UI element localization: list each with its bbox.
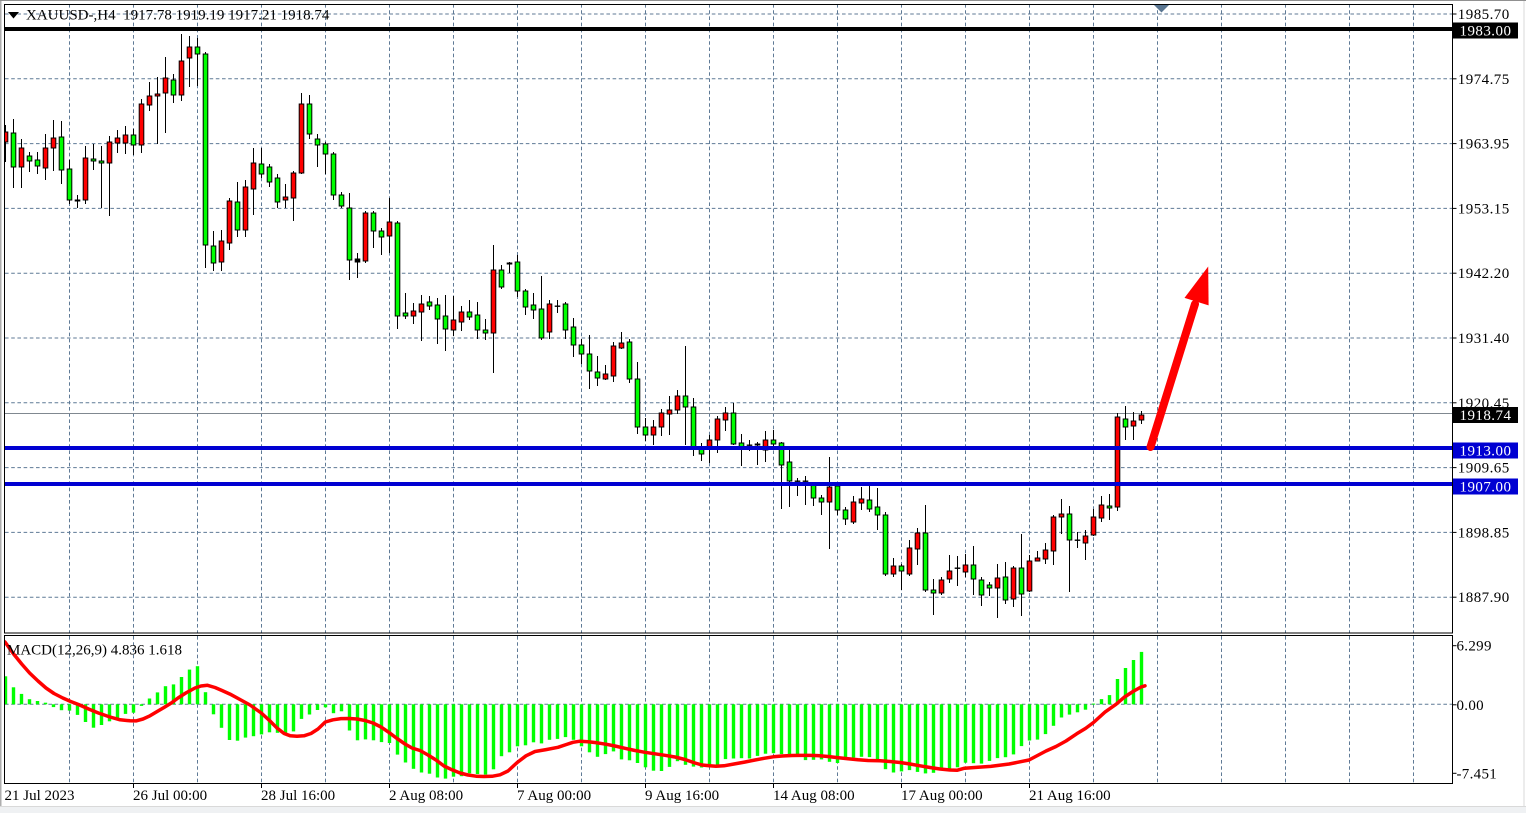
svg-text:1913.00: 1913.00 xyxy=(1460,444,1512,460)
svg-text:7 Aug 00:00: 7 Aug 00:00 xyxy=(517,788,591,804)
svg-text:6.299: 6.299 xyxy=(1457,639,1492,655)
svg-text:1931.40: 1931.40 xyxy=(1458,331,1510,347)
svg-text:MACD(12,26,9) 4.836 1.618: MACD(12,26,9) 4.836 1.618 xyxy=(7,643,182,659)
svg-text:21 Jul 2023: 21 Jul 2023 xyxy=(5,788,75,804)
svg-text:1963.95: 1963.95 xyxy=(1458,137,1510,153)
svg-text:-7.451: -7.451 xyxy=(1457,766,1498,782)
svg-text:2 Aug 08:00: 2 Aug 08:00 xyxy=(389,788,463,804)
svg-text:1985.70: 1985.70 xyxy=(1458,7,1510,23)
svg-text:XAUUSD-,H4 1917.78 1919.19 19: XAUUSD-,H4 1917.78 1919.19 1917.21 1918.… xyxy=(26,8,330,24)
svg-text:14 Aug 08:00: 14 Aug 08:00 xyxy=(773,788,855,804)
svg-text:1909.65: 1909.65 xyxy=(1458,461,1510,477)
svg-text:1887.90: 1887.90 xyxy=(1458,590,1510,606)
svg-text:1898.85: 1898.85 xyxy=(1458,525,1510,541)
svg-text:17 Aug 00:00: 17 Aug 00:00 xyxy=(901,788,983,804)
svg-text:0.00: 0.00 xyxy=(1457,698,1484,714)
svg-text:28 Jul 16:00: 28 Jul 16:00 xyxy=(261,788,335,804)
svg-text:1974.75: 1974.75 xyxy=(1458,72,1510,88)
svg-text:1918.74: 1918.74 xyxy=(1460,408,1512,424)
svg-text:1942.20: 1942.20 xyxy=(1458,266,1510,282)
svg-text:1907.00: 1907.00 xyxy=(1460,480,1512,496)
svg-text:1953.15: 1953.15 xyxy=(1458,201,1510,217)
svg-text:9 Aug 16:00: 9 Aug 16:00 xyxy=(645,788,719,804)
svg-text:26 Jul 00:00: 26 Jul 00:00 xyxy=(133,788,207,804)
svg-text:21 Aug 16:00: 21 Aug 16:00 xyxy=(1029,788,1111,804)
svg-text:1983.00: 1983.00 xyxy=(1460,24,1512,40)
